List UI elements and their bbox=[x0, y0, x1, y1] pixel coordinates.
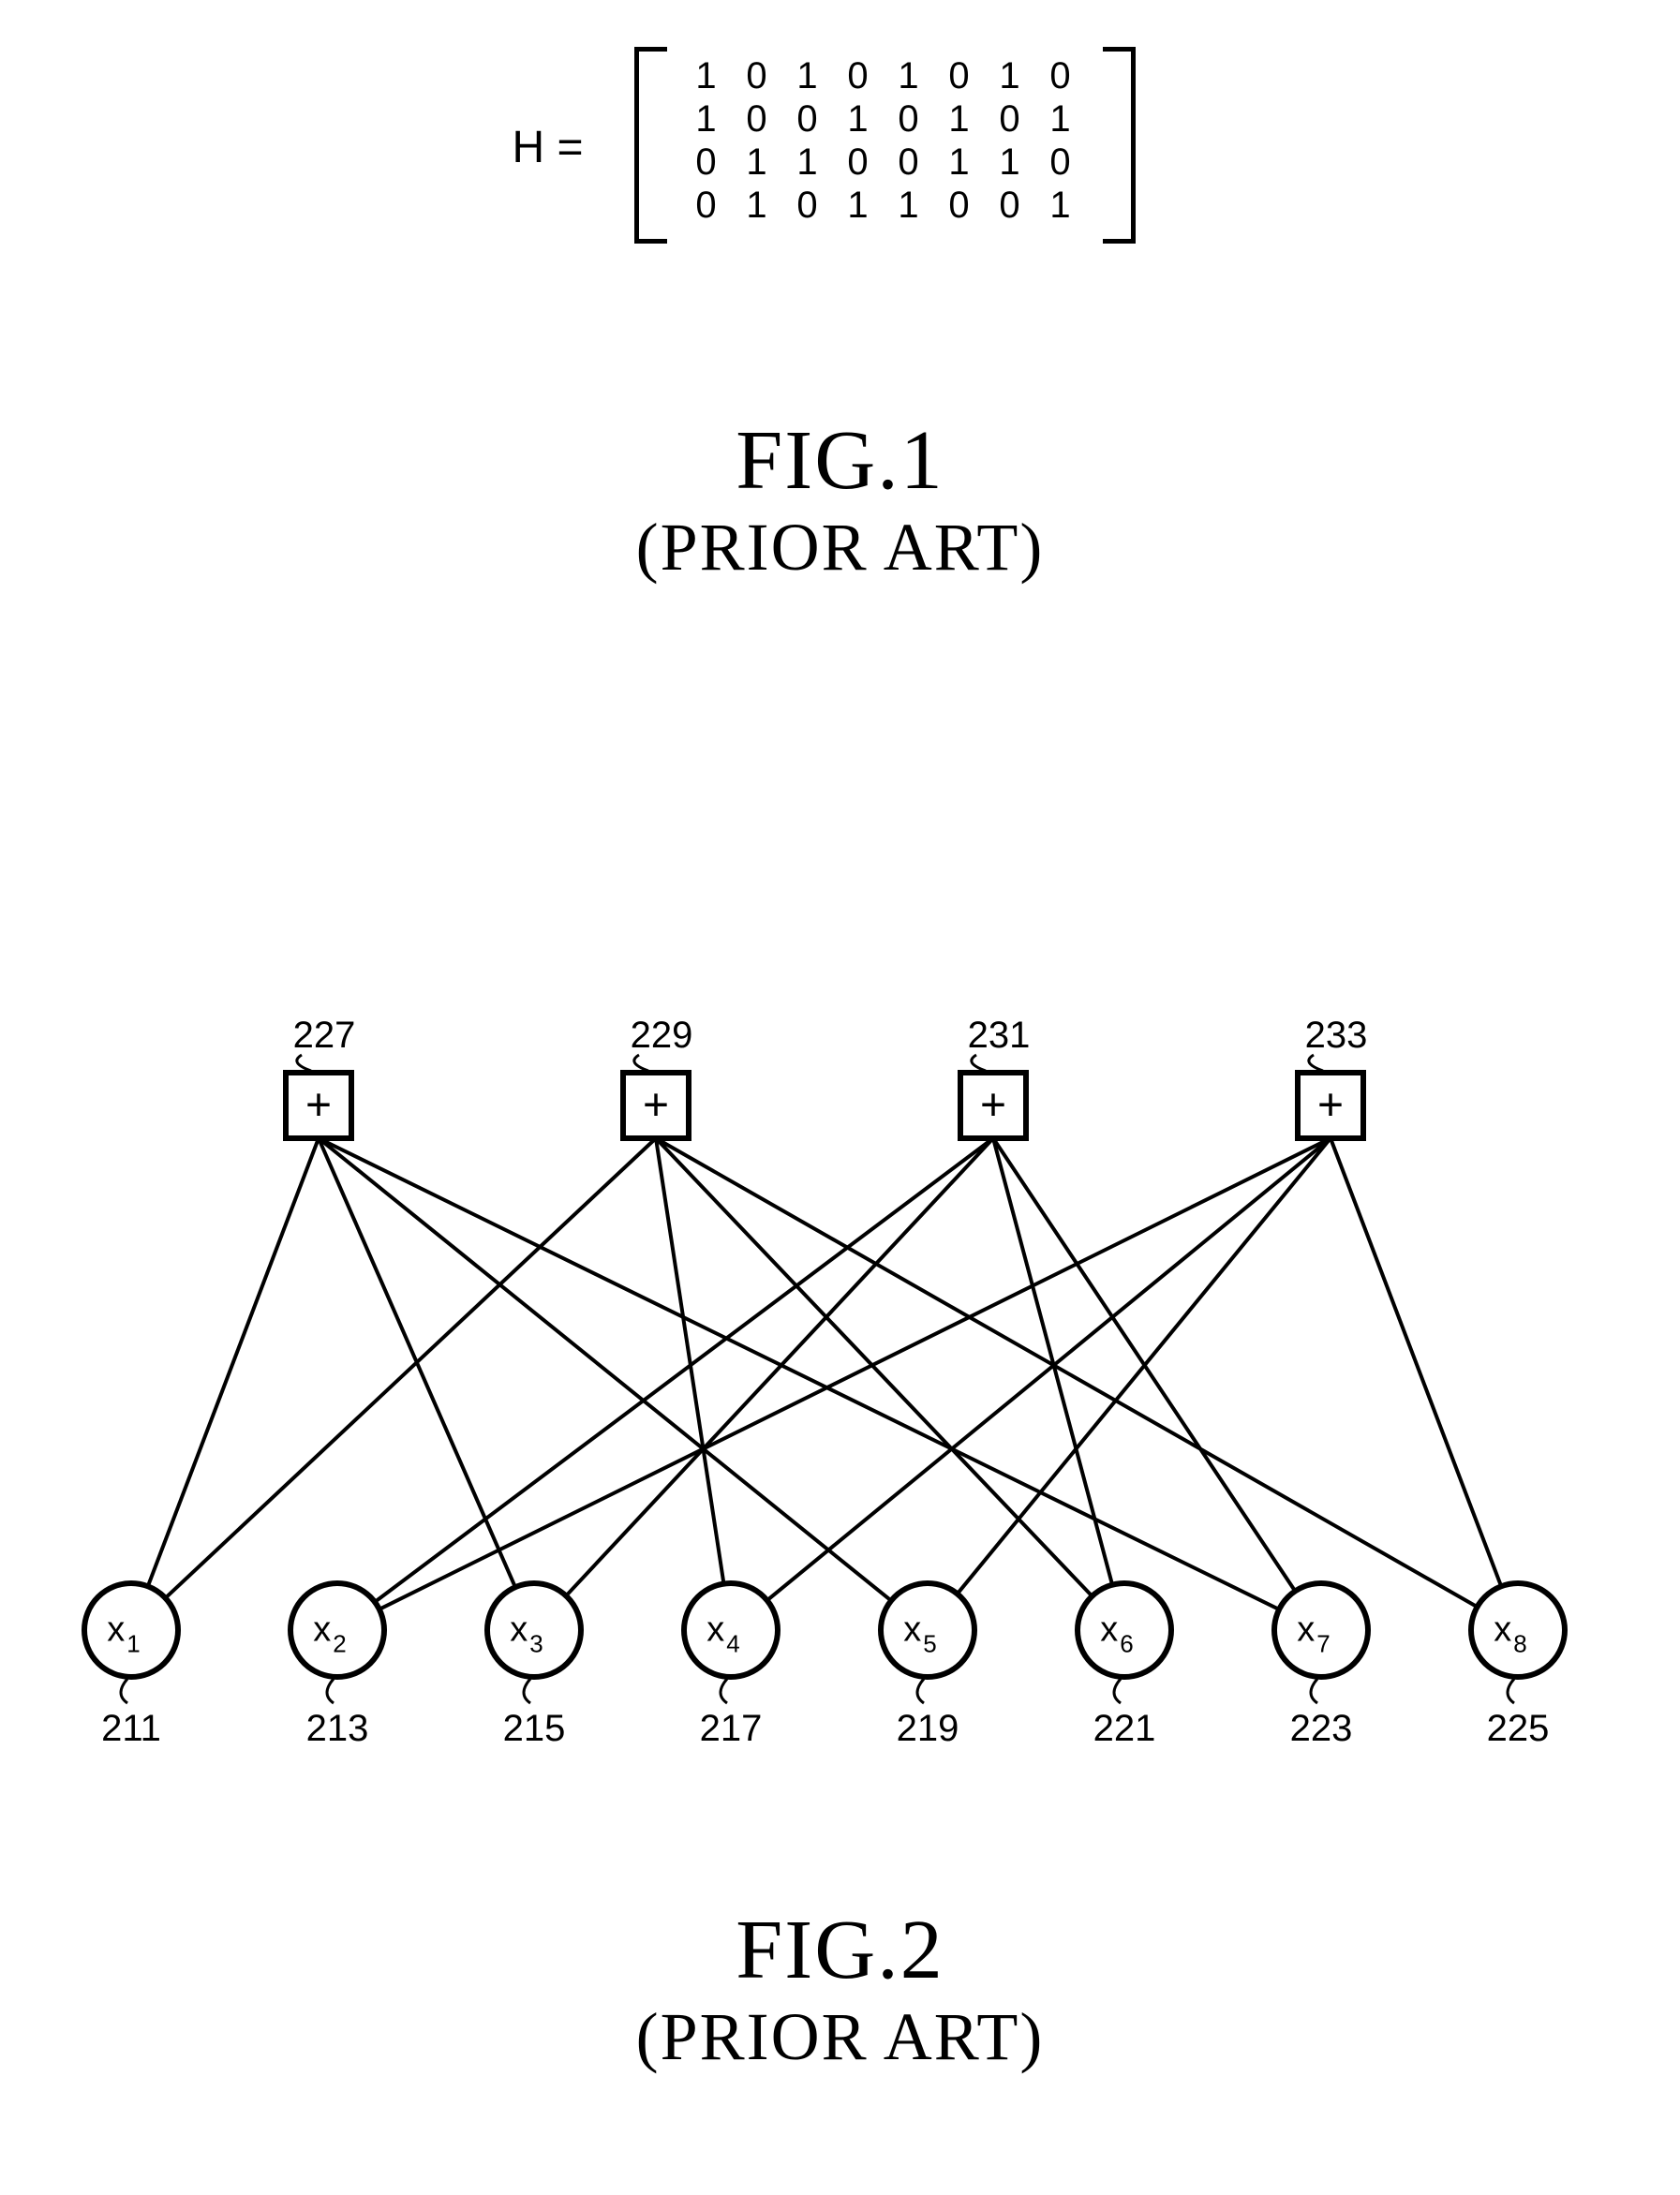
check-node-plus: + bbox=[643, 1080, 669, 1130]
matrix-label: H = bbox=[513, 122, 584, 173]
matrix-cell: 0 bbox=[934, 54, 985, 97]
var-node-ref: 221 bbox=[1093, 1708, 1156, 1749]
matrix-cell: 0 bbox=[782, 97, 833, 141]
edge bbox=[993, 1138, 1112, 1585]
matrix-cell: 1 bbox=[782, 54, 833, 97]
check-node-ref: 227 bbox=[293, 1015, 356, 1056]
matrix-cell: 0 bbox=[681, 184, 732, 227]
edge bbox=[767, 1138, 1331, 1600]
matrix-grid: 10101010100101010110011001011001 bbox=[681, 54, 1086, 227]
fig2-caption-sub: (PRIOR ART) bbox=[0, 1998, 1680, 2076]
edge bbox=[656, 1138, 723, 1584]
fig2-graph: +227+229+231+233x1211x2213x3215x4217x521… bbox=[56, 993, 1612, 1761]
check-node-plus: + bbox=[980, 1080, 1006, 1130]
matrix-cell: 1 bbox=[1035, 184, 1086, 227]
matrix-cell: 0 bbox=[985, 97, 1035, 141]
check-node-ref: 231 bbox=[968, 1015, 1031, 1056]
matrix-cell: 0 bbox=[985, 184, 1035, 227]
matrix-cell: 1 bbox=[732, 184, 782, 227]
fig1-area: H = 10101010100101010110011001011001 FIG… bbox=[0, 37, 1680, 586]
fig1-caption-title: FIG.1 bbox=[0, 412, 1680, 509]
page: H = 10101010100101010110011001011001 FIG… bbox=[0, 0, 1680, 2195]
check-node-plus: + bbox=[305, 1080, 332, 1130]
check-node-lead bbox=[1309, 1055, 1323, 1071]
check-node-ref: 233 bbox=[1305, 1015, 1368, 1056]
matrix-cell: 0 bbox=[732, 97, 782, 141]
matrix-block: H = 10101010100101010110011001011001 bbox=[484, 37, 1197, 262]
var-node-ref: 223 bbox=[1290, 1708, 1353, 1749]
edge bbox=[656, 1138, 1478, 1607]
matrix-bracket-left bbox=[634, 47, 667, 244]
edge bbox=[656, 1138, 1093, 1596]
fig1-caption: FIG.1 (PRIOR ART) bbox=[0, 412, 1680, 586]
edge bbox=[148, 1138, 319, 1586]
matrix-bracket-right bbox=[1103, 47, 1136, 244]
var-node-lead bbox=[1311, 1679, 1317, 1703]
matrix-cell: 0 bbox=[681, 141, 732, 184]
var-node-lead bbox=[1114, 1679, 1121, 1703]
edge bbox=[165, 1138, 656, 1598]
edge bbox=[379, 1138, 1331, 1609]
var-node-ref: 225 bbox=[1487, 1708, 1550, 1749]
var-node-lead bbox=[721, 1679, 727, 1703]
var-node-lead bbox=[524, 1679, 530, 1703]
matrix-cell: 1 bbox=[985, 141, 1035, 184]
matrix-cell: 1 bbox=[1035, 97, 1086, 141]
matrix-cell: 0 bbox=[833, 141, 884, 184]
check-node-lead bbox=[297, 1055, 311, 1071]
fig2-caption-title: FIG.2 bbox=[0, 1902, 1680, 1998]
var-node-lead bbox=[917, 1679, 924, 1703]
matrix-cell: 1 bbox=[985, 54, 1035, 97]
check-node-lead bbox=[634, 1055, 648, 1071]
var-node-lead bbox=[1508, 1679, 1514, 1703]
matrix-cell: 0 bbox=[1035, 54, 1086, 97]
matrix-cell: 1 bbox=[833, 97, 884, 141]
var-node-lead bbox=[327, 1679, 334, 1703]
check-node-plus: + bbox=[1317, 1080, 1344, 1130]
fig1-caption-sub: (PRIOR ART) bbox=[0, 509, 1680, 586]
matrix-cell: 1 bbox=[884, 184, 934, 227]
var-node-ref: 219 bbox=[897, 1708, 959, 1749]
matrix-cell: 1 bbox=[681, 97, 732, 141]
edge bbox=[1331, 1138, 1501, 1586]
edge bbox=[375, 1138, 993, 1602]
check-node-ref: 229 bbox=[631, 1015, 693, 1056]
matrix-cell: 0 bbox=[782, 184, 833, 227]
edge bbox=[319, 1138, 1279, 1609]
var-node-lead bbox=[121, 1679, 127, 1703]
fig2-caption: FIG.2 (PRIOR ART) bbox=[0, 1902, 1680, 2076]
matrix-cell: 1 bbox=[884, 54, 934, 97]
matrix-cell: 0 bbox=[884, 141, 934, 184]
matrix-cell: 0 bbox=[732, 54, 782, 97]
matrix-cell: 1 bbox=[833, 184, 884, 227]
matrix-cell: 0 bbox=[884, 97, 934, 141]
edge bbox=[319, 1138, 891, 1601]
matrix-cell: 1 bbox=[732, 141, 782, 184]
matrix-cell: 1 bbox=[681, 54, 732, 97]
var-node-ref: 213 bbox=[306, 1708, 369, 1749]
matrix-cell: 0 bbox=[833, 54, 884, 97]
matrix-cell: 0 bbox=[934, 184, 985, 227]
matrix-cell: 1 bbox=[934, 141, 985, 184]
matrix-cell: 1 bbox=[934, 97, 985, 141]
check-node-lead bbox=[972, 1055, 986, 1071]
matrix-cell: 0 bbox=[1035, 141, 1086, 184]
var-node-ref: 217 bbox=[700, 1708, 763, 1749]
var-node-ref: 215 bbox=[503, 1708, 566, 1749]
var-node-ref: 211 bbox=[101, 1708, 161, 1749]
matrix-cell: 1 bbox=[782, 141, 833, 184]
